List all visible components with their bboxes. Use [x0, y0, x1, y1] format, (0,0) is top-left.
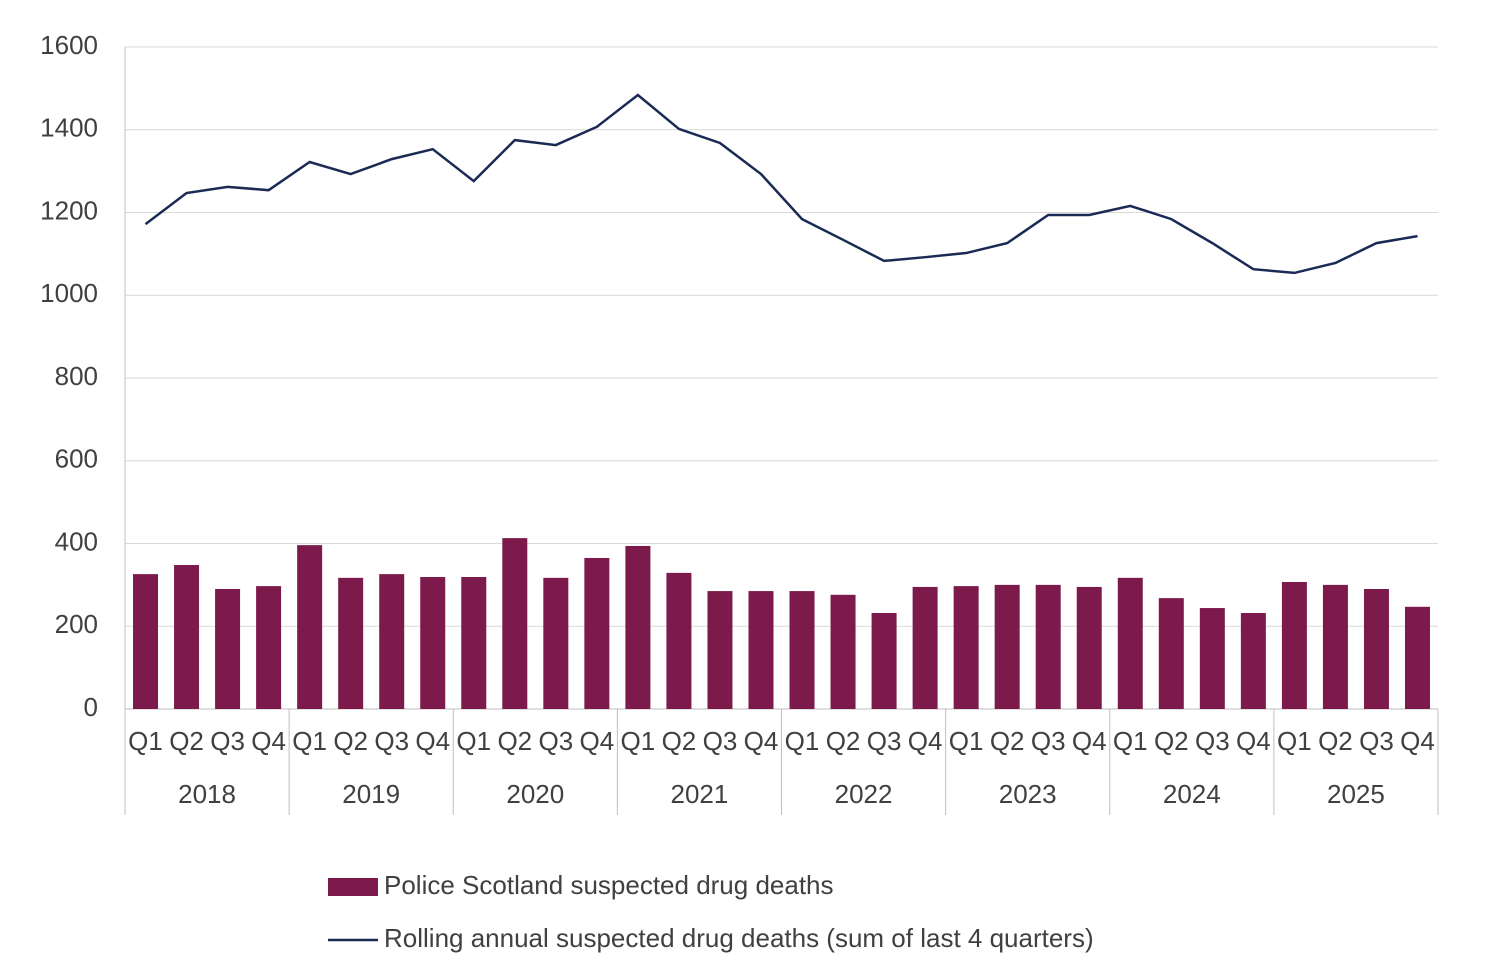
bar: [748, 591, 774, 709]
group-label: 2018: [178, 779, 236, 809]
x-tick-label: Q3: [1031, 726, 1066, 756]
x-tick-label: Q1: [621, 726, 656, 756]
bar: [1158, 598, 1184, 709]
x-tick-label: Q3: [703, 726, 738, 756]
x-tick-label: Q1: [1277, 726, 1312, 756]
bar: [379, 574, 405, 709]
y-tick-label: 1200: [40, 195, 98, 225]
group-label: 2024: [1163, 779, 1221, 809]
bar: [1240, 613, 1266, 709]
bar: [1322, 584, 1348, 709]
x-tick-label: Q4: [251, 726, 286, 756]
x-tick-label: Q3: [374, 726, 409, 756]
bar: [174, 565, 200, 709]
bar: [830, 594, 856, 709]
y-tick-label: 400: [55, 526, 98, 556]
line: [144, 93, 1418, 275]
x-tick-label: Q2: [990, 726, 1025, 756]
x-tick-label: Q2: [333, 726, 368, 756]
bar: [338, 577, 364, 709]
y-tick-label: 200: [55, 609, 98, 639]
bar: [912, 586, 938, 709]
x-tick-label: Q4: [1400, 726, 1435, 756]
x-tick-label: Q2: [826, 726, 861, 756]
bar: [584, 557, 610, 709]
bar: [215, 589, 241, 709]
x-tick-label: Q1: [128, 726, 163, 756]
bar: [1117, 577, 1143, 709]
bar: [1199, 608, 1225, 709]
bar: [297, 545, 323, 709]
x-tick-label: Q3: [210, 726, 245, 756]
bar: [256, 586, 282, 709]
x-tick-label: Q3: [1359, 726, 1394, 756]
bar: [1076, 586, 1102, 709]
x-tick-label: Q4: [908, 726, 943, 756]
y-tick-label: 1600: [40, 30, 98, 60]
y-tick-label: 600: [55, 444, 98, 474]
x-tick-label: Q3: [1195, 726, 1230, 756]
bar: [789, 591, 815, 709]
y-tick-label: 0: [84, 692, 98, 722]
x-tick-label: Q4: [1072, 726, 1107, 756]
bar: [420, 577, 446, 709]
bar: [625, 545, 651, 709]
y-tick-label: 800: [55, 361, 98, 391]
bar: [461, 577, 487, 709]
x-tick-label: Q1: [292, 726, 327, 756]
group-label: 2022: [835, 779, 893, 809]
bar: [1035, 584, 1061, 709]
x-tick-label: Q3: [867, 726, 902, 756]
y-tick-label: 1000: [40, 278, 98, 308]
x-tick-label: Q1: [1113, 726, 1148, 756]
group-label: 2023: [999, 779, 1057, 809]
x-tick-label: Q4: [580, 726, 615, 756]
bar: [953, 586, 979, 709]
bar: [871, 613, 897, 709]
x-tick-label: Q1: [456, 726, 491, 756]
legend-swatch: [328, 878, 378, 896]
y-tick-label: 1400: [40, 113, 98, 143]
bar: [1404, 606, 1430, 709]
bar: [133, 574, 159, 709]
x-tick-label: Q2: [1318, 726, 1353, 756]
bar: [502, 538, 528, 709]
group-label: 2020: [506, 779, 564, 809]
x-tick-label: Q2: [1154, 726, 1189, 756]
x-tick-label: Q1: [785, 726, 820, 756]
bar: [707, 591, 733, 709]
legend-label: Police Scotland suspected drug deaths: [384, 870, 834, 900]
group-label: 2021: [671, 779, 729, 809]
group-label: 2025: [1327, 779, 1385, 809]
bar: [1363, 589, 1389, 709]
group-label: 2019: [342, 779, 400, 809]
x-tick-label: Q2: [662, 726, 697, 756]
x-tick-label: Q3: [538, 726, 573, 756]
x-tick-label: Q4: [744, 726, 779, 756]
x-tick-label: Q2: [169, 726, 204, 756]
x-tick-label: Q1: [949, 726, 984, 756]
bar: [543, 577, 569, 709]
bar: [666, 572, 692, 709]
legend-label: Rolling annual suspected drug deaths (su…: [384, 923, 1094, 953]
x-tick-label: Q2: [497, 726, 532, 756]
bar: [1281, 581, 1307, 709]
x-tick-label: Q4: [1236, 726, 1271, 756]
x-tick-label: Q4: [415, 726, 450, 756]
bar: [994, 584, 1020, 709]
